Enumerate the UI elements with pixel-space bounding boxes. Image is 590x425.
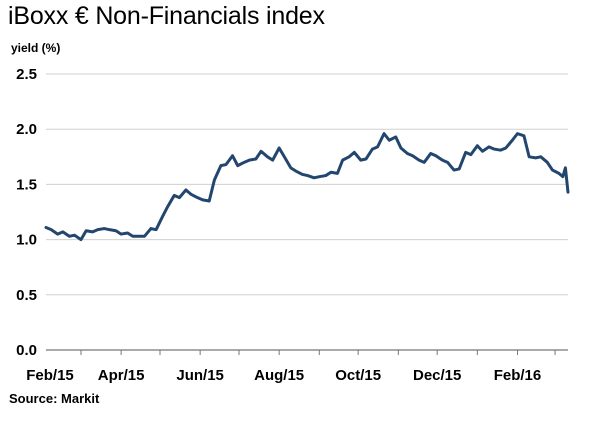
- x-tick-label: Feb/15: [26, 367, 74, 384]
- y-tick-label: 2.0: [16, 121, 37, 138]
- y-tick-label: 2.5: [16, 66, 37, 83]
- x-tick-label: Apr/15: [98, 367, 145, 384]
- x-axis: Feb/15 Apr/15 Jun/15 Aug/15 Oct/15 Dec/15 Feb/…: [26, 350, 556, 384]
- y-tick-labels: 0.0 0.5 1.0 1.5 2.0 2.5: [16, 66, 37, 359]
- gridlines: [46, 73, 568, 351]
- x-tick-label: Jun/15: [176, 367, 224, 384]
- y-tick-label: 0.0: [16, 342, 37, 359]
- y-tick-label: 1.0: [16, 232, 37, 249]
- x-tick-label: Aug/15: [254, 367, 304, 384]
- y-axis-label: yield (%): [11, 41, 60, 55]
- y-tick-label: 1.5: [16, 176, 37, 193]
- x-tick-label: Feb/16: [494, 367, 542, 384]
- x-tick-label: Dec/15: [413, 367, 461, 384]
- chart-title: iBoxx € Non-Financials index: [8, 2, 325, 30]
- x-tick-label: Oct/15: [335, 367, 381, 384]
- series-line: [44, 132, 570, 242]
- source-note: Source: Markit: [9, 391, 100, 406]
- y-tick-label: 0.5: [16, 287, 37, 304]
